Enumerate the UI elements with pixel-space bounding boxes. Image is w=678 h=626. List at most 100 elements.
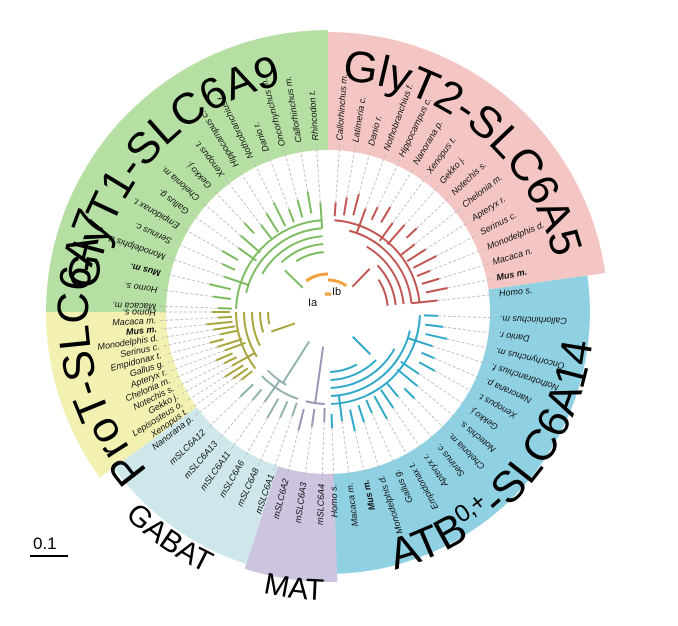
terminal-branch	[411, 299, 438, 305]
guide-line	[190, 378, 234, 409]
guide-line	[195, 379, 242, 416]
guide-line	[414, 208, 461, 245]
guide-line	[397, 396, 436, 442]
leaf-label: Homo s.	[498, 285, 532, 298]
guide-line	[416, 196, 451, 229]
band-glyt2	[328, 32, 606, 290]
terminal-branch	[213, 325, 236, 331]
terminal-branch	[373, 395, 388, 420]
terminal-branch	[416, 269, 431, 277]
leaf-label: Rhincodon t.	[307, 90, 321, 141]
internal-arc	[235, 311, 257, 370]
leaf-label: mSLC6A4	[315, 484, 326, 525]
terminal-branch	[297, 408, 305, 431]
terminal-branch	[370, 206, 379, 221]
internal-arc	[366, 245, 405, 305]
band-prot	[45, 312, 197, 478]
terminal-branch	[231, 352, 256, 367]
terminal-branch	[342, 197, 348, 216]
guide-line	[371, 412, 396, 467]
terminal-branch	[288, 208, 295, 223]
internal-arc	[261, 235, 323, 275]
guide-line	[386, 418, 410, 460]
internal-arc	[259, 311, 265, 333]
guide-line	[218, 399, 253, 440]
guide-line	[363, 422, 381, 472]
guide-line	[238, 169, 267, 214]
internal-arc	[330, 330, 411, 397]
terminal-branch	[337, 395, 344, 422]
terminal-branch	[209, 338, 224, 344]
guide-line	[365, 153, 386, 209]
terminal-branch	[272, 202, 287, 227]
guide-line	[244, 417, 268, 458]
terminal-branch	[425, 333, 448, 340]
guide-line	[206, 396, 241, 429]
guide-line	[447, 278, 493, 289]
guide-line	[185, 376, 225, 402]
guide-line	[425, 220, 470, 250]
terminal-branch	[333, 202, 337, 217]
guide-line	[377, 159, 401, 208]
guide-line	[442, 326, 495, 334]
clade-stem	[352, 336, 372, 356]
band-mat	[244, 466, 338, 583]
terminal-branch	[260, 224, 273, 240]
clade-stem	[351, 268, 371, 288]
clade-stem	[284, 269, 304, 289]
guide-line	[230, 401, 265, 450]
guide-line	[321, 421, 325, 480]
terminal-branch	[319, 202, 324, 229]
internal-arc	[349, 229, 413, 304]
guide-line	[201, 201, 241, 236]
clade-stem	[270, 322, 296, 333]
terminal-branch	[251, 388, 263, 401]
leaf-label: Macaca m.	[112, 315, 156, 327]
terminal-branch	[412, 255, 437, 269]
terminal-branch	[418, 361, 436, 372]
clade-ib-arc	[327, 278, 348, 288]
internal-arc	[243, 311, 258, 358]
guide-line	[304, 426, 313, 479]
guide-line	[160, 305, 219, 309]
scale-bar-label: 0.1	[33, 534, 57, 553]
terminal-branch	[221, 250, 239, 261]
terminal-branch	[266, 398, 280, 419]
internal-arc	[251, 311, 261, 347]
internal-arc	[295, 251, 324, 262]
guide-line	[389, 167, 415, 208]
tree-branches	[206, 191, 448, 432]
terminal-branch	[223, 275, 249, 286]
guide-line	[299, 146, 309, 192]
terminal-branch	[352, 193, 360, 216]
guide-line	[191, 213, 239, 249]
internal-arc	[330, 359, 377, 381]
terminal-branch	[355, 208, 367, 234]
guide-line	[341, 421, 350, 479]
terminal-branch	[396, 368, 418, 387]
node-label-ia: Ia	[308, 297, 318, 309]
internal-arc	[235, 219, 322, 309]
guide-line	[434, 370, 476, 394]
clade-ia-arc	[305, 272, 329, 283]
guide-line	[258, 417, 281, 466]
guide-line	[331, 427, 335, 480]
leaf-guide-lines	[160, 144, 496, 480]
terminal-branch	[279, 400, 289, 419]
leaf-label: Homo s.	[124, 280, 159, 294]
guide-line	[283, 149, 298, 201]
guide-line	[429, 248, 484, 272]
terminal-branch	[296, 199, 304, 218]
clade-bands	[45, 30, 606, 583]
terminal-branch	[310, 408, 316, 428]
internal-arc	[280, 243, 324, 264]
band-atb	[318, 275, 590, 574]
terminal-branch	[263, 380, 281, 403]
guide-line	[160, 317, 219, 321]
clade-title-mat: MAT	[261, 567, 324, 607]
guide-line	[404, 185, 440, 226]
terminal-branch	[380, 206, 392, 224]
terminal-branch	[224, 364, 244, 378]
terminal-branch	[220, 329, 239, 336]
